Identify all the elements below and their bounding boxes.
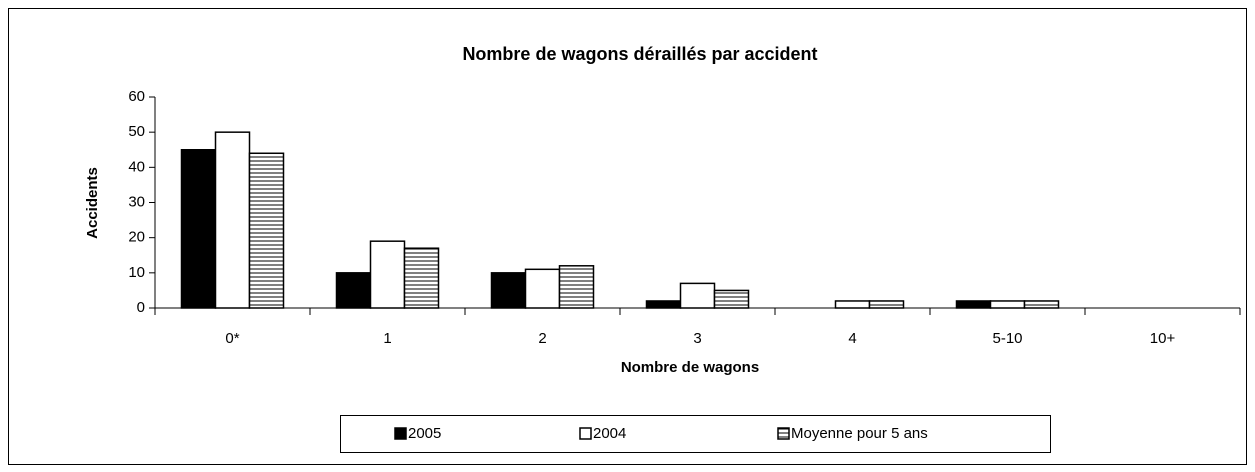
bar [335,272,372,309]
y-tick-label: 40 [128,158,145,175]
y-tick-label: 60 [128,88,145,105]
bar [180,149,217,309]
x-tick-label: 10+ [1150,330,1176,347]
x-tick-label: 4 [848,330,856,347]
bar [214,131,251,309]
bar [490,272,527,309]
y-tick-label: 50 [128,123,145,140]
legend-label: 2005 [408,425,441,442]
legend-swatch [579,427,592,440]
chart-title: Nombre de wagons déraillés par accident [462,44,817,64]
bar [868,300,905,309]
bar [524,268,561,309]
bar [645,300,682,309]
legend-label: 2004 [593,425,626,442]
legend-label: Moyenne pour 5 ans [791,425,928,442]
x-tick-label: 0* [225,330,239,347]
bar [403,247,440,309]
bar [955,300,992,309]
bar [713,289,750,309]
bar [834,300,871,309]
x-axis-title: Nombre de wagons [621,359,759,376]
legend-swatch [394,427,407,440]
y-tick-label: 10 [128,264,145,281]
bar [248,152,285,309]
legend [340,415,1051,453]
bar [1023,300,1060,309]
bar [369,240,406,309]
x-tick-label: 1 [383,330,391,347]
bar [989,300,1026,309]
y-tick-label: 30 [128,193,145,210]
bar [558,265,595,309]
x-tick-label: 3 [693,330,701,347]
y-axis-title: Accidents [84,167,101,239]
legend-swatch [777,427,790,440]
y-tick-label: 0 [137,299,145,316]
x-tick-label: 2 [538,330,546,347]
x-tick-label: 5-10 [992,330,1022,347]
bar [679,282,716,309]
y-tick-label: 20 [128,229,145,246]
